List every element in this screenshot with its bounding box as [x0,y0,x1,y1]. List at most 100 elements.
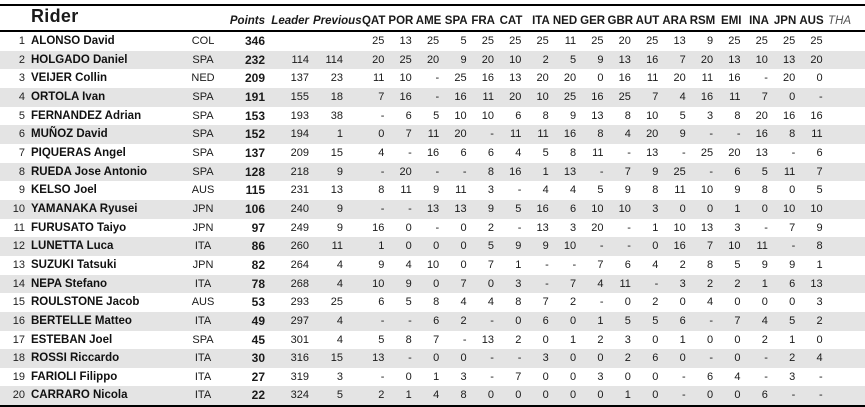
rider-name: KELSO Joel [31,184,97,197]
race-score-fra: 0 [487,277,494,290]
race-score-emi: 11 [729,90,741,103]
race-score-jpn: 0 [789,90,796,103]
race-score-emi: 4 [734,370,741,383]
race-score-por: 0 [405,240,412,253]
race-score-gbr: 13 [618,53,631,66]
race-score-gbr: 11 [619,277,631,290]
gap-to-leader: 293 [290,296,310,309]
race-score-ned: 4 [570,184,577,197]
race-score-cat: 5 [515,202,522,215]
race-score-aut: 0 [652,240,659,253]
header-spacer [854,5,865,31]
rider-name: ORTOLA Ivan [31,90,106,103]
race-score-aus: 10 [810,202,823,215]
race-score-ita: - [545,258,549,271]
race-score-spa: 13 [454,202,467,215]
previous-header: Previous [313,15,362,27]
race-score-gbr: 0 [624,370,631,383]
race-score-cat: 10 [509,53,522,66]
race-score-ame: 25 [426,35,440,47]
race-score-ina: 25 [755,35,768,47]
gap-to-leader: 209 [290,146,310,159]
race-score-ame: 11 [427,128,440,141]
gap-to-leader: 155 [290,90,310,103]
race-score-tha [827,368,854,387]
race-score-gbr: 1 [624,389,631,402]
race-score-jpn: 8 [789,128,796,141]
race-score-fra: 20 [481,53,494,66]
race-score-gbr: 20 [618,35,631,47]
row-spacer [854,237,865,256]
row-spacer [854,275,865,294]
race-score-fra: 7 [487,258,494,271]
race-score-por: - [408,352,412,365]
race-score-aut: 25 [646,35,659,47]
rider-position: 9 [18,184,25,197]
rider-points: 128 [244,164,266,179]
table-row: 17 ESTEBAN Joel SPA 45 301 4 5 8 7-13 2 0 1 2 3… [0,331,865,350]
gap-to-previous: 9 [336,202,344,215]
race-score-ned: 25 [563,90,577,103]
race-score-emi: 25 [728,35,741,47]
race-score-ger: 1 [597,314,604,327]
rider-name: ESTEBAN Joel [31,333,113,346]
rider-country: NED [191,72,215,85]
race-score-ita: - [545,277,549,290]
rider-position: 13 [12,258,25,271]
rider-country: SPA [192,53,214,66]
table-row: 5 FERNANDEZ Adrian SPA 153 193 38 -6 5 10 1… [0,107,865,126]
race-score-ger: - [599,296,604,309]
race-score-ned: 13 [563,165,577,178]
row-spacer [854,125,865,144]
race-score-emi: 7 [734,314,741,327]
race-score-spa: 0 [460,258,467,271]
race-score-spa: 16 [454,90,467,103]
race-score-qat: 8 [378,184,385,197]
race-score-jpn: 0 [789,184,796,197]
race-score-ger: 5 [597,184,604,197]
race-score-tha [827,312,854,331]
race-score-fra: 8 [487,165,494,178]
race-score-rsm: 0 [706,202,714,215]
race-score-jpn: - [791,146,796,159]
race-score-fra: 25 [481,35,494,47]
race-score-cat: - [517,221,522,234]
row-spacer [854,368,865,387]
rider-position: 4 [18,90,25,103]
row-spacer [854,31,865,51]
gap-to-leader: 264 [290,258,310,271]
rider-country: AUS [191,296,215,309]
race-score-cat: - [517,184,522,197]
rider-points: 232 [244,52,266,67]
race-score-fra: - [490,352,494,365]
race-score-spa: 4 [460,296,467,309]
race-score-tha [827,51,854,70]
race-score-jpn: 6 [789,277,796,290]
race-score-qat: 0 [378,128,385,141]
race-score-ara: 4 [679,90,686,103]
race-score-aus: 5 [816,184,823,197]
table-row: 2 HOLGADO Daniel SPA 232 114 114 20 25 20 9… [0,50,865,70]
race-score-por: 1 [405,389,412,402]
race-score-aut: - [654,277,659,290]
race-score-cat: 6 [515,109,522,122]
race-score-ita: 2 [542,53,549,66]
table-header: Rider Points Leader Previous QAT POR AME SP… [0,5,865,31]
race-score-ned: 7 [570,277,577,290]
race-score-ita: 25 [536,35,549,47]
gap-to-leader: 194 [290,128,310,141]
race-score-aus: 3 [816,296,823,309]
race-score-jpn: 11 [783,165,796,178]
race-score-ger: 2 [597,333,604,346]
race-score-gbr: 3 [624,333,631,346]
race-score-ned: 0 [570,389,577,402]
race-score-ina: - [764,370,768,383]
race-score-spa: 9 [460,53,467,66]
race-score-emi: 8 [734,109,741,122]
race-score-por: 4 [405,258,412,271]
race-score-ame: 0 [433,352,440,365]
race-score-aus: 0 [816,333,823,346]
race-score-ger: 7 [597,258,604,271]
race-header-rsm: RSM [689,15,716,27]
row-spacer [854,219,865,238]
